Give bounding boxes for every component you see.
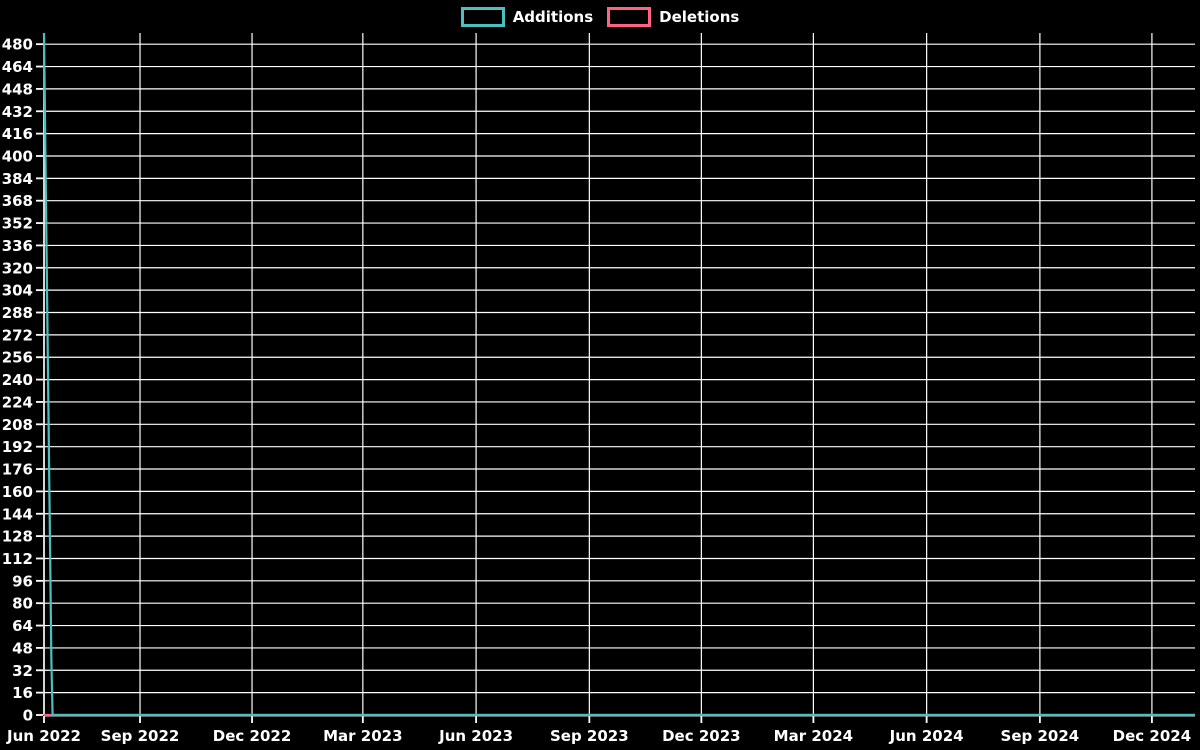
- y-tick-label: 160: [2, 483, 33, 501]
- legend-item-deletions[interactable]: Deletions: [607, 7, 739, 27]
- y-tick-label: 288: [2, 304, 33, 322]
- y-tick-label: 96: [12, 572, 33, 590]
- y-tick-label: 240: [2, 371, 33, 389]
- chart-legend: Additions Deletions: [0, 7, 1200, 27]
- additions-legend-label: Additions: [512, 8, 594, 26]
- y-tick-label: 432: [2, 103, 33, 121]
- y-tick-label: 256: [2, 349, 33, 367]
- x-tick-label: Jun 2022: [6, 727, 81, 745]
- y-tick-label: 416: [2, 125, 33, 143]
- x-tick-label: Jun 2023: [438, 727, 513, 745]
- y-tick-label: 208: [2, 416, 33, 434]
- x-tick-label: Dec 2023: [662, 727, 741, 745]
- y-tick-label: 144: [2, 505, 33, 523]
- x-tick-label: Mar 2023: [323, 727, 402, 745]
- y-tick-label: 272: [2, 326, 33, 344]
- y-tick-label: 304: [2, 282, 33, 300]
- y-tick-label: 48: [12, 639, 33, 657]
- y-tick-label: 16: [12, 684, 33, 702]
- y-tick-label: 480: [2, 36, 33, 54]
- y-tick-label: 0: [23, 707, 33, 725]
- y-tick-label: 80: [12, 595, 33, 613]
- x-tick-label: Sep 2022: [101, 727, 180, 745]
- y-tick-label: 400: [2, 147, 33, 165]
- y-tick-label: 192: [2, 438, 33, 456]
- x-tick-label: Sep 2023: [550, 727, 629, 745]
- x-tick-label: Dec 2024: [1113, 727, 1192, 745]
- x-tick-label: Sep 2024: [1001, 727, 1080, 745]
- y-tick-label: 464: [2, 58, 33, 76]
- y-tick-label: 128: [2, 528, 33, 546]
- y-tick-label: 352: [2, 215, 33, 233]
- y-tick-label: 384: [2, 170, 33, 188]
- deletions-legend-swatch: [607, 7, 652, 27]
- y-tick-label: 32: [12, 662, 33, 680]
- x-tick-label: Mar 2024: [774, 727, 853, 745]
- y-tick-label: 224: [2, 393, 33, 411]
- y-tick-label: 320: [2, 259, 33, 277]
- legend-item-additions[interactable]: Additions: [460, 7, 594, 27]
- y-tick-label: 336: [2, 237, 33, 255]
- x-tick-label: Jun 2024: [889, 727, 964, 745]
- x-tick-label: Dec 2022: [213, 727, 292, 745]
- y-tick-label: 448: [2, 80, 33, 98]
- y-tick-label: 176: [2, 461, 33, 479]
- deletions-legend-label: Deletions: [659, 8, 740, 26]
- y-tick-label: 64: [12, 617, 33, 635]
- y-tick-label: 368: [2, 192, 33, 210]
- additions-legend-swatch: [460, 7, 505, 27]
- y-tick-label: 112: [2, 550, 33, 568]
- additions-line: [42, 32, 1195, 717]
